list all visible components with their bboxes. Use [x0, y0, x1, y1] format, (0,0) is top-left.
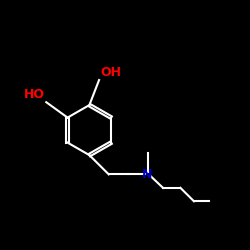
- Text: HO: HO: [24, 88, 45, 101]
- Text: N: N: [142, 168, 153, 181]
- Text: OH: OH: [100, 66, 121, 79]
